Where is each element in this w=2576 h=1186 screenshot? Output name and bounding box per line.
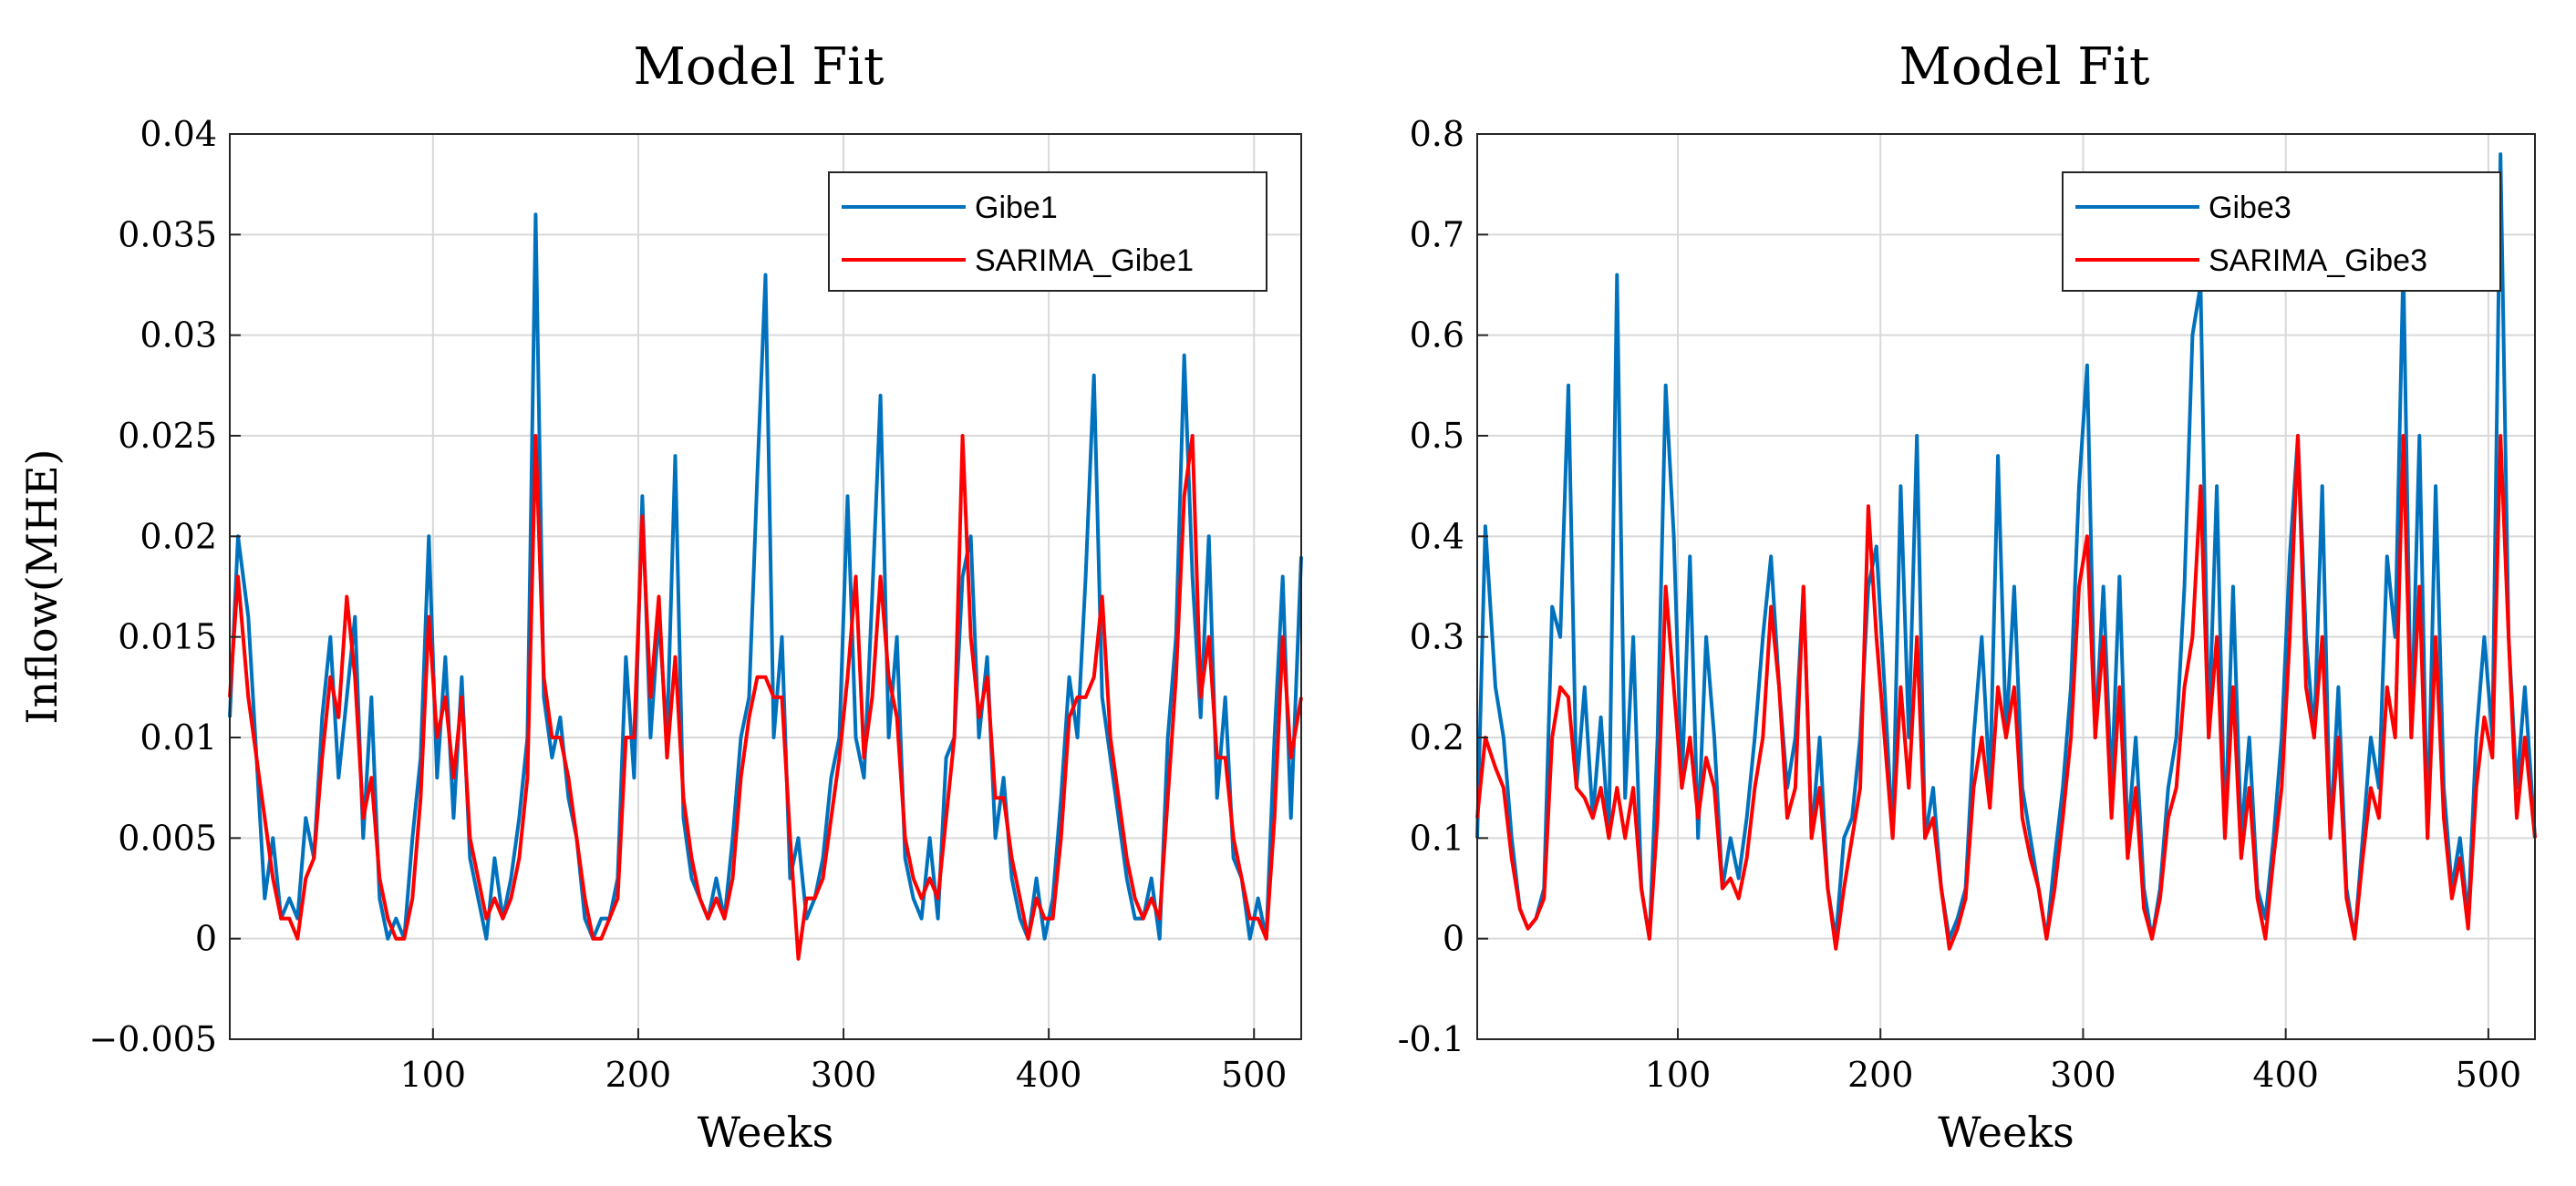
y-tick-label: 0.8 (1410, 114, 1464, 154)
y-tick-label: 0.6 (1410, 315, 1464, 356)
legend-label: SARIMA_Gibe3 (2209, 243, 2427, 278)
series-line-gibe1 (228, 212, 1303, 941)
x-tick-label: 400 (1016, 1055, 1082, 1095)
x-tick-label: 100 (400, 1055, 467, 1095)
x-tick-labels: 100 200 300 400 500 (400, 1028, 1288, 1095)
chart-gibe1: Model Fit −0.005 0 0.005 0.01 0.015 0.02 0.025… (17, 37, 1303, 1157)
legend-box (2062, 171, 2501, 292)
x-tick-label: 100 (1645, 1055, 1712, 1095)
x-tick-label: 300 (811, 1055, 877, 1095)
series-line-sarima-gibe1 (228, 434, 1303, 961)
y-tick-label: 0.01 (140, 717, 217, 758)
series-line-sarima-gibe3 (1475, 434, 2537, 951)
y-tick-label: 0.4 (1410, 516, 1464, 556)
y-axis-label: Inflow(MHE) (17, 449, 67, 724)
x-tick-label: 200 (1847, 1055, 1914, 1095)
y-tick-label: 0.2 (1410, 717, 1464, 758)
y-tick-labels: −0.005 0 0.005 0.01 0.015 0.02 0.025 0.03 0.035 0… (88, 114, 241, 1059)
legend-label: Gibe3 (2209, 191, 2292, 225)
legend-label: Gibe1 (975, 191, 1058, 225)
x-tick-label: 500 (2456, 1055, 2522, 1095)
y-tick-label: 0.3 (1410, 617, 1464, 657)
y-tick-label: 0.7 (1410, 214, 1464, 254)
x-tick-labels: 100 200 300 400 500 (1645, 1028, 2521, 1095)
legend: Gibe3 SARIMA_Gibe3 (2062, 171, 2501, 292)
axes-box (1476, 133, 2536, 1040)
chart-gibe3: Model Fit -0.100.10.20.30.40.50.60.70.8 … (1398, 37, 2537, 1157)
y-tick-label: 0.015 (118, 617, 217, 657)
legend-label: SARIMA_Gibe1 (975, 243, 1194, 278)
y-tick-label: 0 (1443, 919, 1464, 959)
y-tick-label: 0 (195, 919, 217, 959)
y-tick-label: 0.005 (118, 818, 217, 858)
x-tick-label: 400 (2252, 1055, 2319, 1095)
chart-title: Model Fit (1898, 37, 2150, 97)
y-tick-label: -0.1 (1398, 1019, 1464, 1059)
legend: Gibe1 SARIMA_Gibe1 (828, 171, 1267, 292)
y-tick-label: 0.025 (118, 416, 217, 456)
x-axis-label: Weeks (698, 1108, 833, 1157)
legend-box (828, 171, 1267, 292)
y-tick-labels: -0.1 0 0.1 0.2 0.3 0.4 0.5 0.6 0.7 0.8 (1398, 114, 1488, 1059)
series-group (228, 212, 1303, 961)
y-tick-label: 0.035 (118, 214, 217, 254)
x-tick-label: 200 (605, 1055, 672, 1095)
y-tick-label: 0.04 (140, 114, 217, 154)
x-tick-label: 500 (1221, 1055, 1288, 1095)
y-tick-label: 0.03 (140, 315, 217, 356)
y-tick-label: 0.1 (1410, 818, 1464, 858)
chart-title: Model Fit (633, 37, 885, 97)
axes-box (229, 133, 1302, 1040)
series-group (1475, 152, 2537, 951)
y-tick-label: 0.5 (1410, 416, 1464, 456)
x-tick-label: 300 (2050, 1055, 2116, 1095)
y-tick-label: 0.02 (140, 516, 217, 556)
x-axis-label: Weeks (1938, 1108, 2074, 1157)
y-tick-label: −0.005 (88, 1019, 217, 1059)
